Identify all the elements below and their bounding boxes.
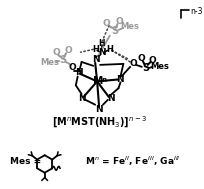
Text: Mes =: Mes = xyxy=(10,156,41,166)
Text: N: N xyxy=(95,105,103,114)
Text: N: N xyxy=(78,94,85,103)
Text: n-3: n-3 xyxy=(190,7,203,16)
Text: H: H xyxy=(99,39,105,48)
Text: O: O xyxy=(103,19,111,28)
Text: O: O xyxy=(129,59,137,68)
Text: O: O xyxy=(116,17,123,26)
Text: [M$^n$MST(NH$_3$)]$^{n-3}$: [M$^n$MST(NH$_3$)]$^{n-3}$ xyxy=(52,115,147,130)
Text: O: O xyxy=(138,53,146,63)
Text: S: S xyxy=(60,55,67,65)
Text: n: n xyxy=(101,77,106,83)
Text: M$^n$ = Fe$^{II}$, Fe$^{III}$, Ga$^{III}$: M$^n$ = Fe$^{II}$, Fe$^{III}$, Ga$^{III}… xyxy=(85,154,181,168)
Text: S: S xyxy=(142,63,149,73)
Text: N: N xyxy=(92,55,100,64)
Text: H: H xyxy=(106,45,113,54)
Text: M: M xyxy=(93,76,103,86)
Text: N: N xyxy=(116,75,123,84)
Text: Mes: Mes xyxy=(121,22,140,32)
Text: S: S xyxy=(111,26,118,36)
Text: N: N xyxy=(75,68,82,77)
Text: H: H xyxy=(92,45,99,54)
Text: Mes: Mes xyxy=(150,62,169,71)
Text: O: O xyxy=(64,46,72,55)
Text: N: N xyxy=(98,48,106,57)
Text: Mes: Mes xyxy=(40,58,59,67)
Text: O: O xyxy=(149,56,156,64)
Text: O: O xyxy=(52,48,60,57)
Text: N: N xyxy=(107,94,115,103)
Text: O: O xyxy=(68,63,76,72)
